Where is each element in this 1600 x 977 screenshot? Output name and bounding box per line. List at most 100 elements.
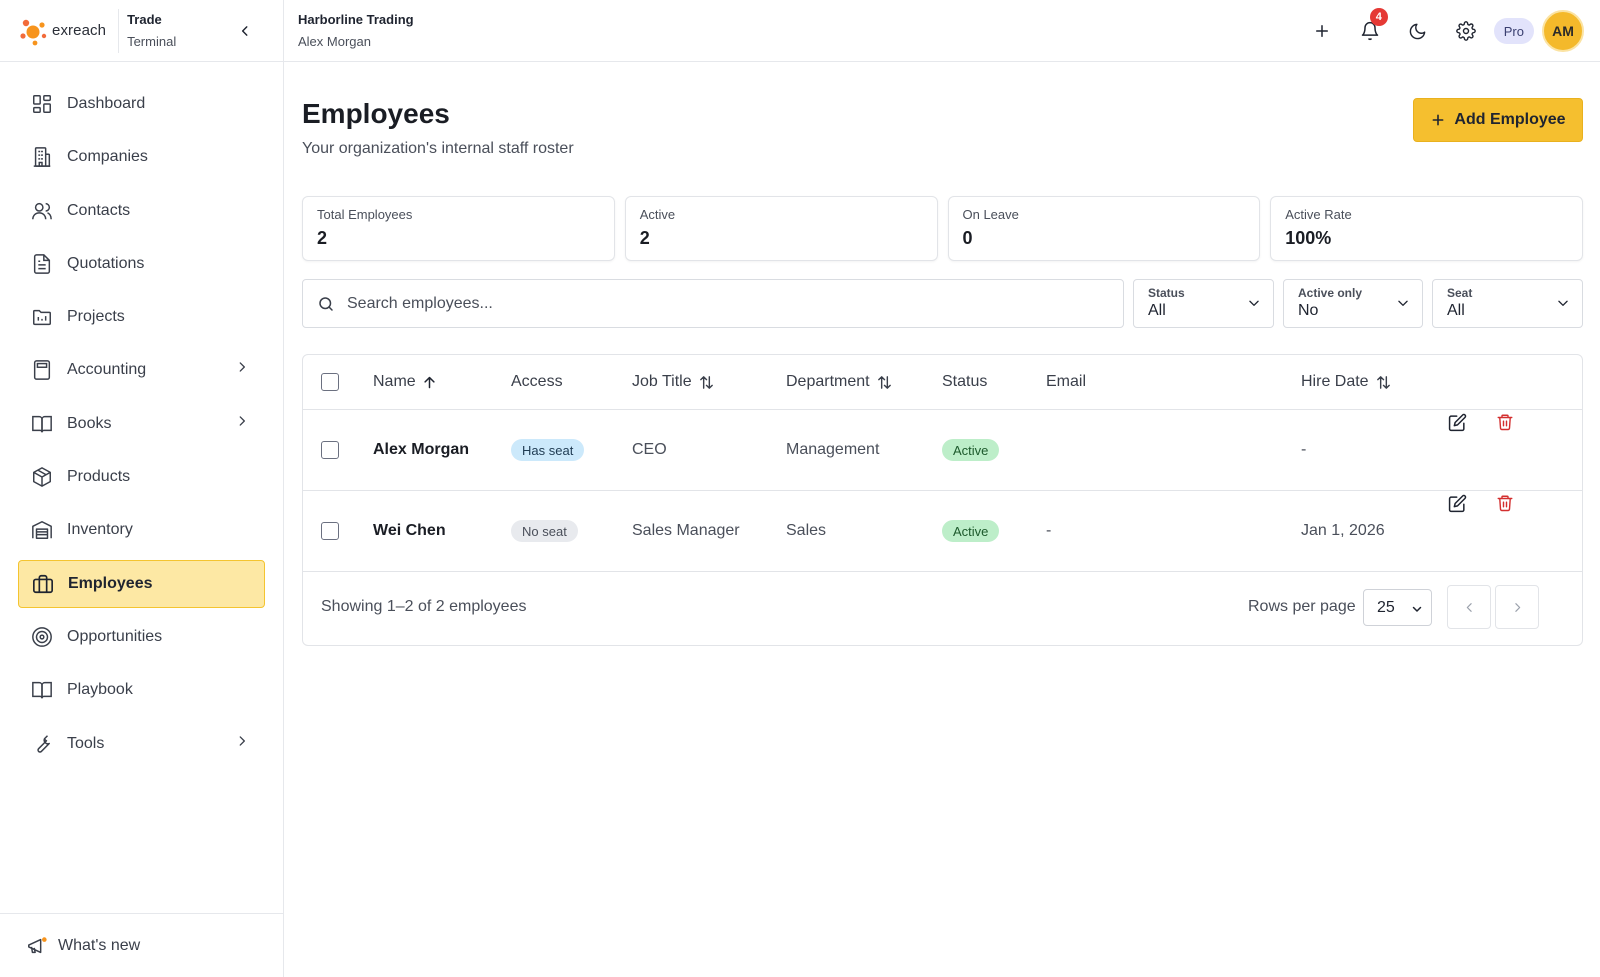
plus-icon — [1315, 25, 1328, 37]
sidebar-item-label: Quotations — [67, 254, 145, 272]
briefcase-icon — [32, 573, 54, 595]
theme-toggle-button[interactable] — [1398, 11, 1438, 51]
sidebar-item-products[interactable]: Products — [18, 453, 265, 501]
select-label: Seat — [1447, 286, 1473, 300]
active-only-filter-select[interactable]: Active only No — [1283, 279, 1423, 328]
row-checkbox[interactable] — [321, 522, 339, 540]
status-cell: Active — [942, 410, 1000, 490]
sidebar-item-playbook[interactable]: Playbook — [18, 666, 265, 714]
sidebar-item-quotations[interactable]: Quotations — [18, 240, 265, 288]
chevron-left-icon — [241, 26, 248, 36]
access-cell: No seat — [511, 491, 578, 571]
sidebar-item-label: Playbook — [67, 681, 133, 699]
app-name-line2: Terminal — [127, 33, 177, 49]
column-label: Department — [786, 373, 870, 390]
sidebar-item-dashboard[interactable]: Dashboard — [18, 80, 265, 128]
rows-per-page-select[interactable]: 25 — [1363, 589, 1432, 626]
sort-icon — [877, 375, 891, 389]
megaphone-icon — [28, 936, 47, 953]
add-employee-button[interactable]: Add Employee — [1413, 98, 1583, 142]
logo[interactable]: exreach — [18, 16, 106, 46]
select-value: All — [1148, 302, 1166, 319]
sort-icon — [699, 375, 713, 389]
stat-card-on-leave: On Leave 0 — [947, 196, 1261, 261]
sidebar-item-inventory[interactable]: Inventory — [18, 506, 265, 554]
email: - — [1046, 522, 1052, 539]
collapse-sidebar-button[interactable] — [235, 21, 255, 41]
stat-label: Active — [639, 207, 676, 222]
whats-new-label: What's new — [58, 936, 141, 954]
delete-button[interactable] — [1493, 491, 1517, 515]
sidebar-item-opportunities[interactable]: Opportunities — [18, 613, 265, 661]
previous-page-button[interactable] — [1447, 585, 1491, 629]
column-label: Job Title — [632, 373, 692, 390]
select-all-cell — [321, 355, 339, 409]
table-header-row: Name Access Job Title Department Status … — [303, 355, 1582, 410]
sidebar-item-projects[interactable]: Projects — [18, 293, 265, 341]
calculator-icon — [31, 359, 53, 381]
column-header-department[interactable]: Department — [786, 355, 893, 409]
wrench-icon — [31, 733, 53, 755]
notifications-button[interactable]: 4 — [1350, 8, 1390, 51]
plan-badge[interactable]: Pro — [1493, 18, 1534, 44]
avatar[interactable]: AM — [1542, 10, 1584, 52]
sidebar-item-label: Inventory — [67, 521, 133, 539]
edit-button[interactable] — [1445, 491, 1469, 515]
search-icon — [319, 296, 333, 311]
column-header-name[interactable]: Name — [373, 355, 437, 409]
sidebar-item-accounting[interactable]: Accounting — [18, 346, 265, 394]
logo-text: exreach — [52, 22, 107, 39]
column-label: Hire Date — [1301, 373, 1369, 390]
book-icon — [31, 413, 53, 435]
access-badge: Has seat — [511, 439, 585, 461]
warehouse-icon — [31, 519, 53, 541]
app-name: Trade Terminal — [127, 9, 176, 53]
quick-add-button[interactable] — [1302, 11, 1342, 51]
chevron-down-icon — [1249, 300, 1259, 306]
notification-count-badge: 4 — [1369, 8, 1388, 26]
job-title: Sales Manager — [632, 522, 740, 539]
row-checkbox[interactable] — [321, 441, 339, 459]
org-switcher[interactable]: Harborline Trading Alex Morgan — [298, 9, 414, 53]
brand-header: exreach Trade Terminal — [0, 0, 283, 62]
table-row[interactable]: Alex Morgan Has seat CEO Management Acti… — [303, 410, 1582, 491]
sidebar-item-label: Opportunities — [67, 627, 163, 645]
select-label: Status — [1148, 286, 1185, 300]
next-page-button[interactable] — [1495, 585, 1539, 629]
rows-per-page-label: Rows per page — [1248, 598, 1356, 615]
column-header-hire-date[interactable]: Hire Date — [1301, 355, 1392, 409]
sidebar-item-label: Books — [67, 414, 112, 432]
chevron-right-icon — [239, 735, 245, 746]
column-label: Access — [511, 373, 563, 390]
department: Sales — [786, 522, 827, 539]
filter-bar: Search employees... Status All Active on… — [302, 279, 1583, 328]
table-row[interactable]: Wei Chen No seat Sales Manager Sales Act… — [303, 491, 1582, 572]
sidebar-item-label: Employees — [68, 574, 153, 592]
stat-card-active-rate: Active Rate 100% — [1270, 196, 1583, 261]
employee-name[interactable]: Wei Chen — [373, 522, 446, 539]
dashboard-icon — [31, 93, 53, 115]
whats-new-link[interactable]: What's new — [0, 913, 283, 977]
package-icon — [31, 466, 53, 488]
search-input[interactable]: Search employees... — [302, 279, 1124, 328]
sidebar-item-employees[interactable]: Employees — [18, 559, 265, 608]
status-filter-select[interactable]: Status All — [1133, 279, 1274, 328]
sidebar-item-books[interactable]: Books — [18, 400, 265, 448]
stat-label: Active Rate — [1285, 207, 1352, 222]
sidebar-item-contacts[interactable]: Contacts — [18, 187, 265, 235]
sidebar-nav: Dashboard Companies Contacts Quotations … — [0, 62, 283, 768]
column-header-job-title[interactable]: Job Title — [632, 355, 715, 409]
delete-button[interactable] — [1493, 410, 1517, 434]
job-title: CEO — [632, 441, 667, 458]
stat-value: 2 — [317, 228, 328, 248]
seat-filter-select[interactable]: Seat All — [1432, 279, 1583, 328]
select-all-checkbox[interactable] — [321, 373, 339, 391]
select-label: Active only — [1298, 286, 1363, 300]
sidebar-item-tools[interactable]: Tools — [18, 720, 265, 768]
stat-card-total: Total Employees 2 — [302, 196, 615, 261]
edit-button[interactable] — [1445, 410, 1469, 434]
settings-button[interactable] — [1446, 11, 1486, 51]
sidebar-item-companies[interactable]: Companies — [18, 133, 265, 181]
column-label: Email — [1046, 373, 1087, 390]
employee-name[interactable]: Alex Morgan — [373, 441, 470, 458]
